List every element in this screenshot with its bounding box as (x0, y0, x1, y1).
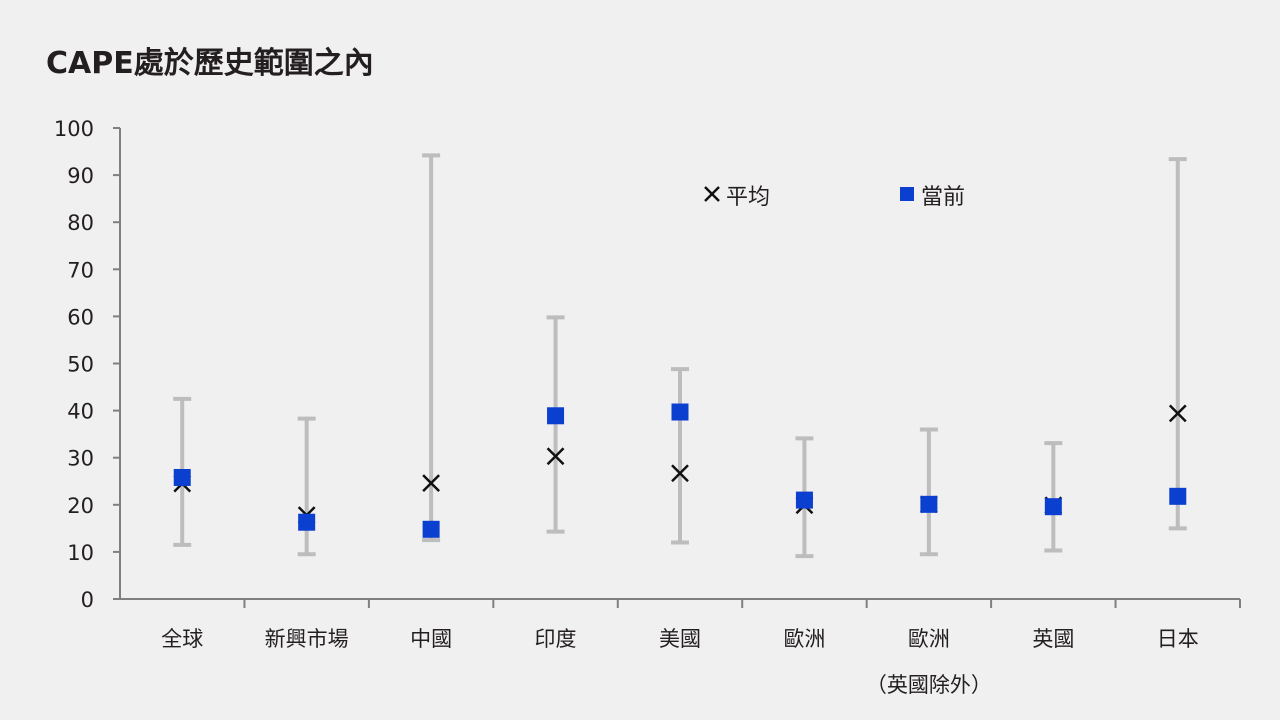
x-category-label: 歐洲 (783, 627, 825, 651)
current-marker (173, 468, 191, 486)
average-marker (1168, 404, 1187, 423)
current-marker (1044, 498, 1062, 516)
x-category-label: 美國 (659, 627, 701, 651)
y-tick-label: 100 (54, 117, 94, 141)
x-category-label: 印度 (535, 627, 577, 651)
current-markers (173, 403, 1187, 538)
range-bars (173, 153, 1187, 559)
average-marker (422, 474, 440, 493)
legend: 平均 當前 (704, 185, 965, 210)
current-marker (671, 403, 689, 421)
y-tick-label: 90 (67, 164, 94, 188)
y-tick-label: 60 (67, 305, 94, 329)
y-tick-label: 0 (81, 588, 94, 612)
x-category-label: 日本 (1157, 627, 1199, 651)
axes: 0 10 20 30 40 50 60 70 80 90 100 全球 新興市場 中國 印度 美國 歐洲 歐洲 （英… (54, 117, 1241, 697)
y-tick-label: 40 (67, 400, 94, 424)
legend-average-marker (704, 186, 720, 202)
x-category-label: 歐洲 (908, 627, 950, 651)
y-tick-label: 50 (67, 353, 94, 377)
current-marker (547, 407, 565, 425)
legend-average-label: 平均 (726, 185, 770, 210)
legend-current-label: 當前 (921, 185, 965, 210)
chart-title: CAPE處於歷史範圍之內 (46, 46, 374, 81)
x-category-label: 中國 (410, 627, 452, 651)
average-marker (671, 464, 689, 483)
x-category-label: 英國 (1032, 627, 1074, 651)
x-category-sublabel: （英國除外） (866, 673, 992, 697)
current-marker (920, 495, 938, 513)
y-tick-label: 30 (67, 447, 94, 471)
x-category-label: 新興市場 (265, 627, 349, 651)
current-marker (795, 491, 813, 509)
current-marker (298, 513, 316, 531)
y-tick-label: 80 (67, 211, 94, 235)
current-marker (1169, 487, 1187, 505)
y-tick-label: 70 (67, 258, 94, 282)
average-marker (546, 447, 565, 466)
legend-current-marker (900, 187, 914, 201)
y-tick-label: 20 (67, 494, 94, 518)
current-marker (422, 520, 440, 538)
x-category-label: 全球 (161, 627, 203, 651)
y-tick-label: 10 (67, 541, 94, 565)
